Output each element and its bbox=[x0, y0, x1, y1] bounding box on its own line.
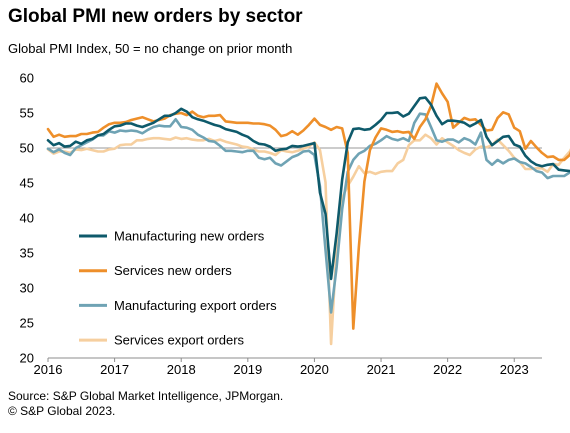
x-tick-label: 2023 bbox=[500, 362, 529, 377]
y-tick-label: 40 bbox=[20, 211, 34, 226]
series-line-services-new-orders bbox=[46, 82, 570, 330]
legend-label-services-export-orders: Services export orders bbox=[114, 333, 245, 348]
source-line-2: © S&P Global 2023. bbox=[8, 404, 116, 418]
x-tick-label: 2016 bbox=[34, 362, 63, 377]
x-tick-label: 2022 bbox=[433, 362, 462, 377]
series-layer bbox=[46, 82, 570, 346]
y-tick-label: 35 bbox=[20, 246, 34, 261]
x-tick-label: 2021 bbox=[367, 362, 396, 377]
x-tick-label: 2017 bbox=[100, 362, 129, 377]
x-tick-label: 2019 bbox=[233, 362, 262, 377]
legend-label-manufacturing-new-orders: Manufacturing new orders bbox=[114, 229, 265, 244]
y-tick-label: 60 bbox=[20, 71, 34, 86]
y-tick-label: 20 bbox=[20, 351, 34, 366]
x-tick-label: 2020 bbox=[300, 362, 329, 377]
y-axis: 20 25 30 35 40 45 50 55 60 bbox=[20, 71, 34, 366]
source-line-1: Source: S&P Global Market Intelligence, … bbox=[8, 389, 284, 403]
chart-subtitle: Global PMI Index, 50 = no change on prio… bbox=[8, 41, 293, 56]
y-tick-label: 55 bbox=[20, 106, 34, 121]
series-line-services-export-orders bbox=[46, 133, 570, 346]
chart-title: Global PMI new orders by sector bbox=[8, 6, 303, 27]
series-line-manufacturing-new-orders bbox=[46, 96, 570, 281]
y-tick-label: 25 bbox=[20, 316, 34, 331]
y-tick-label: 45 bbox=[20, 176, 34, 191]
x-axis: 2016 2017 2018 2019 2020 2021 2022 2023 bbox=[34, 357, 542, 377]
source-note: Source: S&P Global Market Intelligence, … bbox=[8, 389, 283, 419]
y-tick-label: 30 bbox=[20, 281, 34, 296]
legend-label-manufacturing-export-orders: Manufacturing export orders bbox=[114, 298, 277, 313]
legend-label-services-new-orders: Services new orders bbox=[114, 263, 232, 278]
legend: Manufacturing new orders Services new ord… bbox=[79, 229, 277, 348]
series-line-manufacturing-export-orders bbox=[46, 112, 570, 314]
y-tick-label: 50 bbox=[20, 141, 34, 156]
x-tick-label: 2018 bbox=[167, 362, 196, 377]
